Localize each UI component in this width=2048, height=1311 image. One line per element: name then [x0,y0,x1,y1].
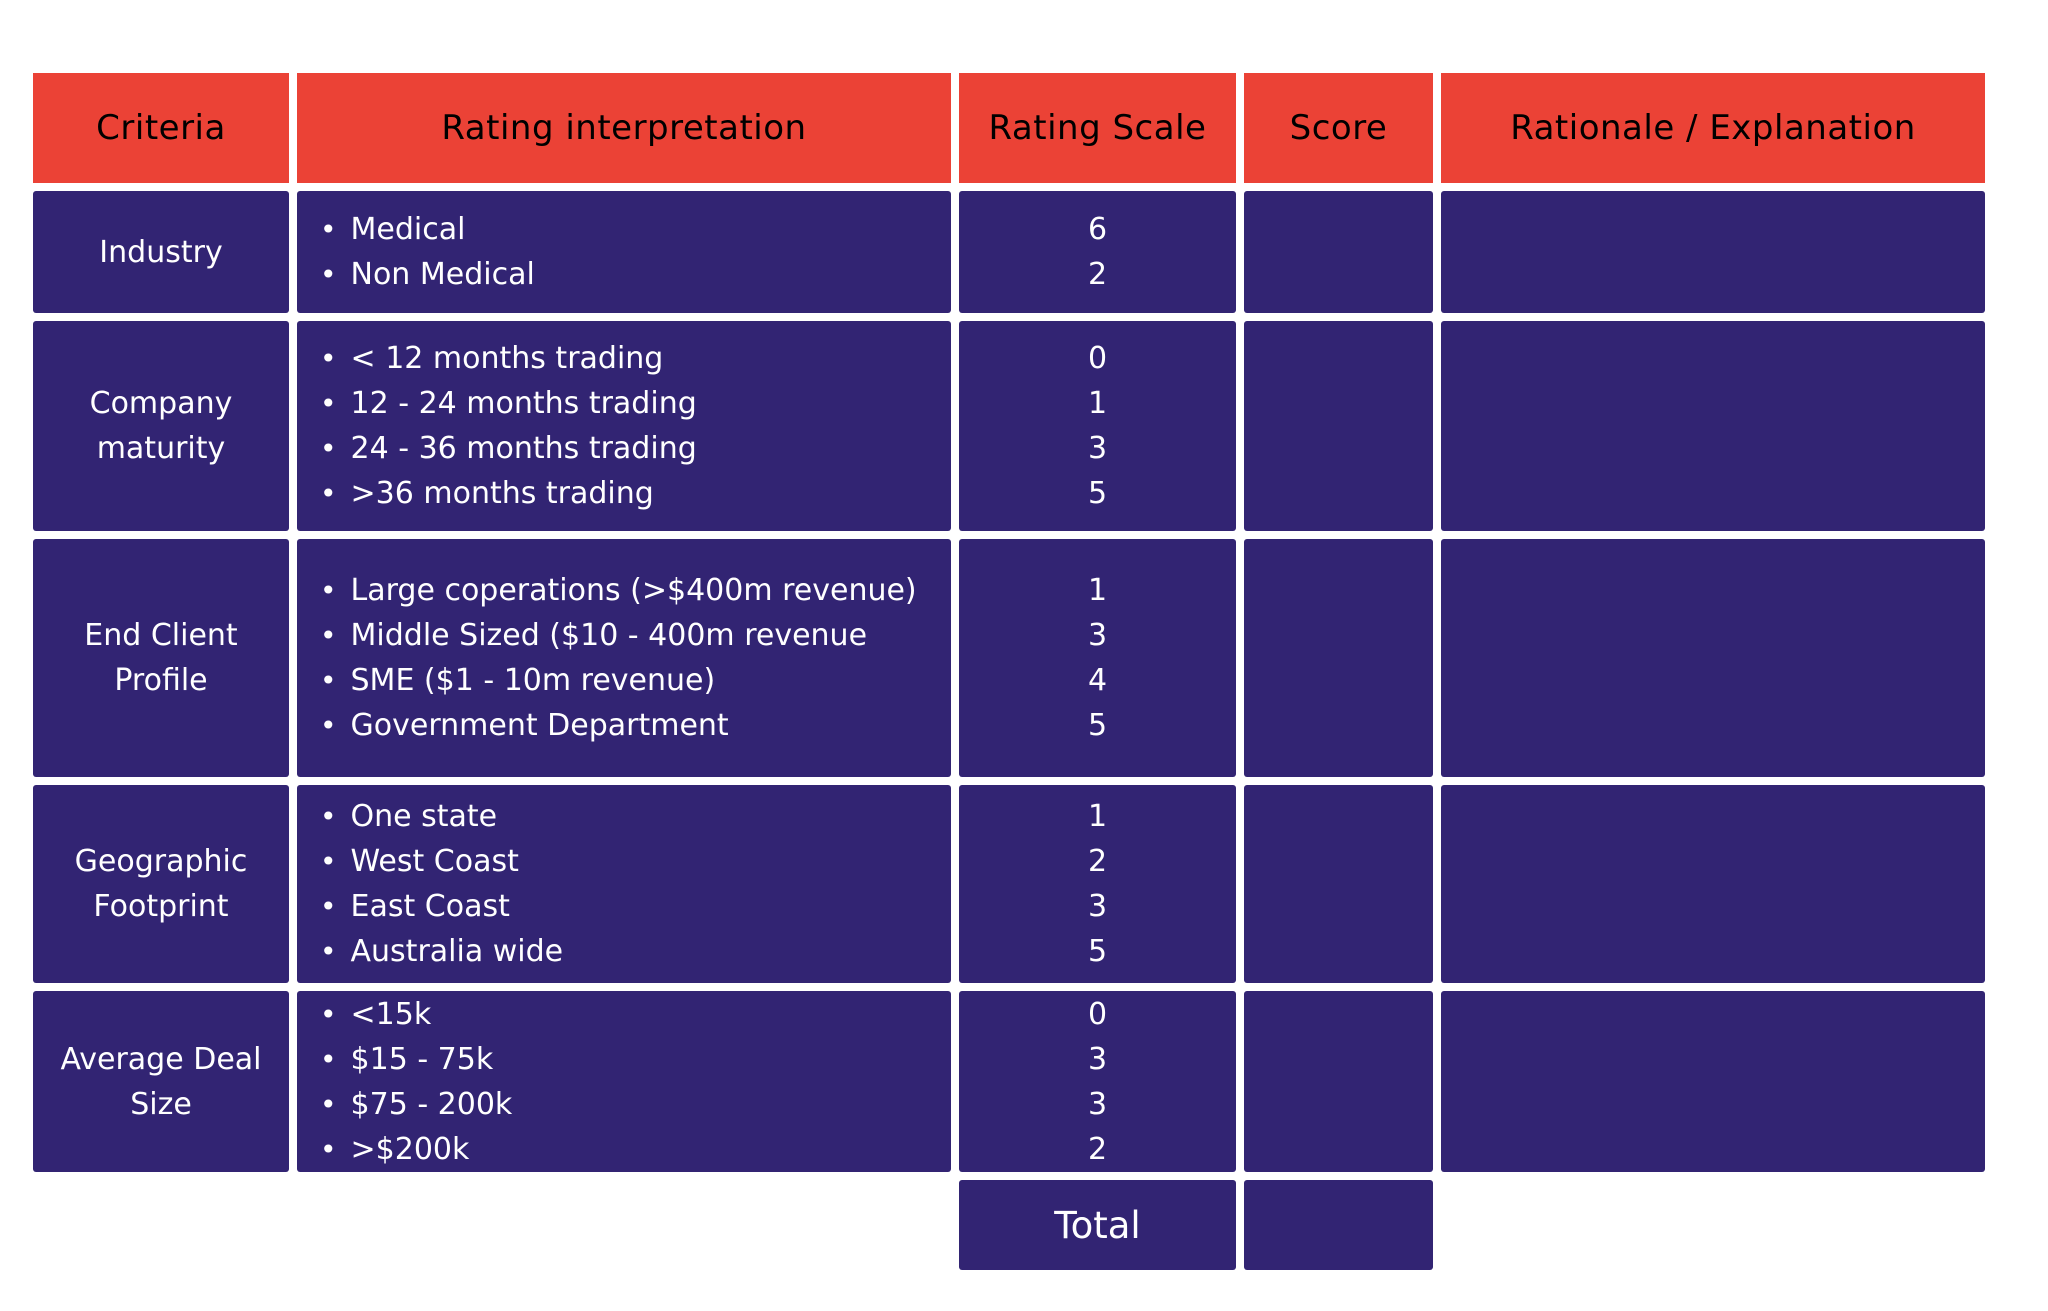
bullet-item-text: Australia wide [350,934,564,969]
rating-interpretation-cell: <15k $15 - 75k $75 - 200k >$200k [297,991,951,1172]
scale-value: 5 [1087,476,1108,511]
scale-value: 1 [1087,799,1108,834]
table-row: Average Deal Size <15k $15 - 75k $75 - 200k… [33,991,1985,1172]
rating-interpretation-cell: Medical Non Medical [297,191,951,313]
total-score-cell [1244,1180,1433,1270]
criteria-cell: Geographic Footprint [33,785,289,983]
bullet-item-text: 24 - 36 months trading [350,431,697,466]
score-cell [1244,321,1433,531]
bullet-item-text: 12 - 24 months trading [350,386,697,421]
table-row: Company maturity < 12 months trading 12 - … [33,321,1985,531]
scale-value: 2 [1087,844,1108,879]
bullet-item-text: $15 - 75k [350,1041,494,1077]
rating-scale-cell: 1 2 3 5 [959,785,1236,983]
scale-value: 3 [1087,1041,1108,1077]
rationale-cell [1441,321,1985,531]
scale-value: 3 [1087,889,1108,924]
scale-value: 2 [1087,1131,1108,1167]
rationale-cell [1441,991,1985,1172]
scale-value: 3 [1087,431,1108,466]
bullet-item: Medical [320,207,941,252]
bullet-item: < 12 months trading [320,336,941,381]
scale-value: 1 [1087,573,1108,608]
bullet-item-text: Government Department [350,708,729,743]
scale-value: 4 [1087,663,1108,698]
bullet-item-text: >$200k [350,1131,470,1167]
bullet-item-text: East Coast [350,889,510,924]
table-row: Geographic Footprint One state West Coast E… [33,785,1985,983]
bullet-item-text: <15k [350,996,432,1032]
bullet-item-text: Medical [350,212,466,247]
rating-scale-cell: 0 1 3 5 [959,321,1236,531]
total-label-cell: Total [959,1180,1236,1270]
criteria-cell: End Client Profile [33,539,289,777]
score-cell [1244,191,1433,313]
criteria-cell: Average Deal Size [33,991,289,1172]
bullet-item: Middle Sized ($10 - 400m revenue [320,613,941,658]
bullet-item: East Coast [320,884,941,929]
score-cell [1244,785,1433,983]
scale-value: 6 [1087,212,1108,247]
criteria-cell: Industry [33,191,289,313]
bullet-item-text: SME ($1 - 10m revenue) [350,663,716,698]
bullet-item: 24 - 36 months trading [320,426,941,471]
header-cell-rationale: Rationale / Explanation [1441,73,1985,183]
scale-value: 5 [1087,934,1108,969]
scale-value: 0 [1087,996,1108,1032]
rationale-cell [1441,785,1985,983]
bullet-item-text: West Coast [350,844,519,879]
bullet-item: Australia wide [320,929,941,974]
bullet-item-text: One state [350,799,498,834]
header-cell-rating-interpretation: Rating interpretation [297,73,951,183]
rating-scale-cell: 0 3 3 2 [959,991,1236,1172]
bullet-item: One state [320,794,941,839]
rating-table: Criteria Rating interpretation Rating Sc… [33,73,1985,1278]
bullet-item-text: Middle Sized ($10 - 400m revenue [350,618,868,653]
bullet-item: Large coperations (>$400m revenue) [320,568,941,613]
rating-interpretation-cell: Large coperations (>$400m revenue) Middle… [297,539,951,777]
bullet-item-text: Large coperations (>$400m revenue) [350,573,917,608]
bullet-item-text: $75 - 200k [350,1086,513,1122]
rating-interpretation-cell: < 12 months trading 12 - 24 months tradin… [297,321,951,531]
bullet-item: West Coast [320,839,941,884]
bullet-item-text: >36 months trading [350,476,654,511]
rating-scale-cell: 1 3 4 5 [959,539,1236,777]
table-row: End Client ProfileLarge coperations (>$4… [33,539,1985,777]
scale-value: 3 [1087,618,1108,653]
scale-value: 3 [1087,1086,1108,1122]
scale-value: 2 [1087,257,1108,292]
rating-interpretation-cell: One state West Coast East Coast Australia w… [297,785,951,983]
bullet-item: $75 - 200k [320,1082,941,1127]
bullet-item: >36 months trading [320,471,941,516]
bullet-item-text: Non Medical [350,257,535,292]
total-row: Total [959,1180,1985,1270]
header-cell-rating-scale: Rating Scale [959,73,1236,183]
bullet-item: $15 - 75k [320,1037,941,1082]
scale-value: 0 [1087,341,1108,376]
bullet-item: <15k [320,992,941,1037]
bullet-item: Non Medical [320,252,941,297]
header-cell-criteria: Criteria [33,73,289,183]
bullet-item: >$200k [320,1127,941,1172]
score-cell [1244,991,1433,1172]
scale-value: 1 [1087,386,1108,421]
table-header-row: Criteria Rating interpretation Rating Sc… [33,73,1985,183]
bullet-item: Government Department [320,703,941,748]
rationale-cell [1441,191,1985,313]
bullet-item: SME ($1 - 10m revenue) [320,658,941,703]
header-cell-score: Score [1244,73,1433,183]
scale-value: 5 [1087,708,1108,743]
bullet-item-text: < 12 months trading [350,341,664,376]
rationale-cell [1441,539,1985,777]
score-cell [1244,539,1433,777]
bullet-item: 12 - 24 months trading [320,381,941,426]
criteria-cell: Company maturity [33,321,289,531]
